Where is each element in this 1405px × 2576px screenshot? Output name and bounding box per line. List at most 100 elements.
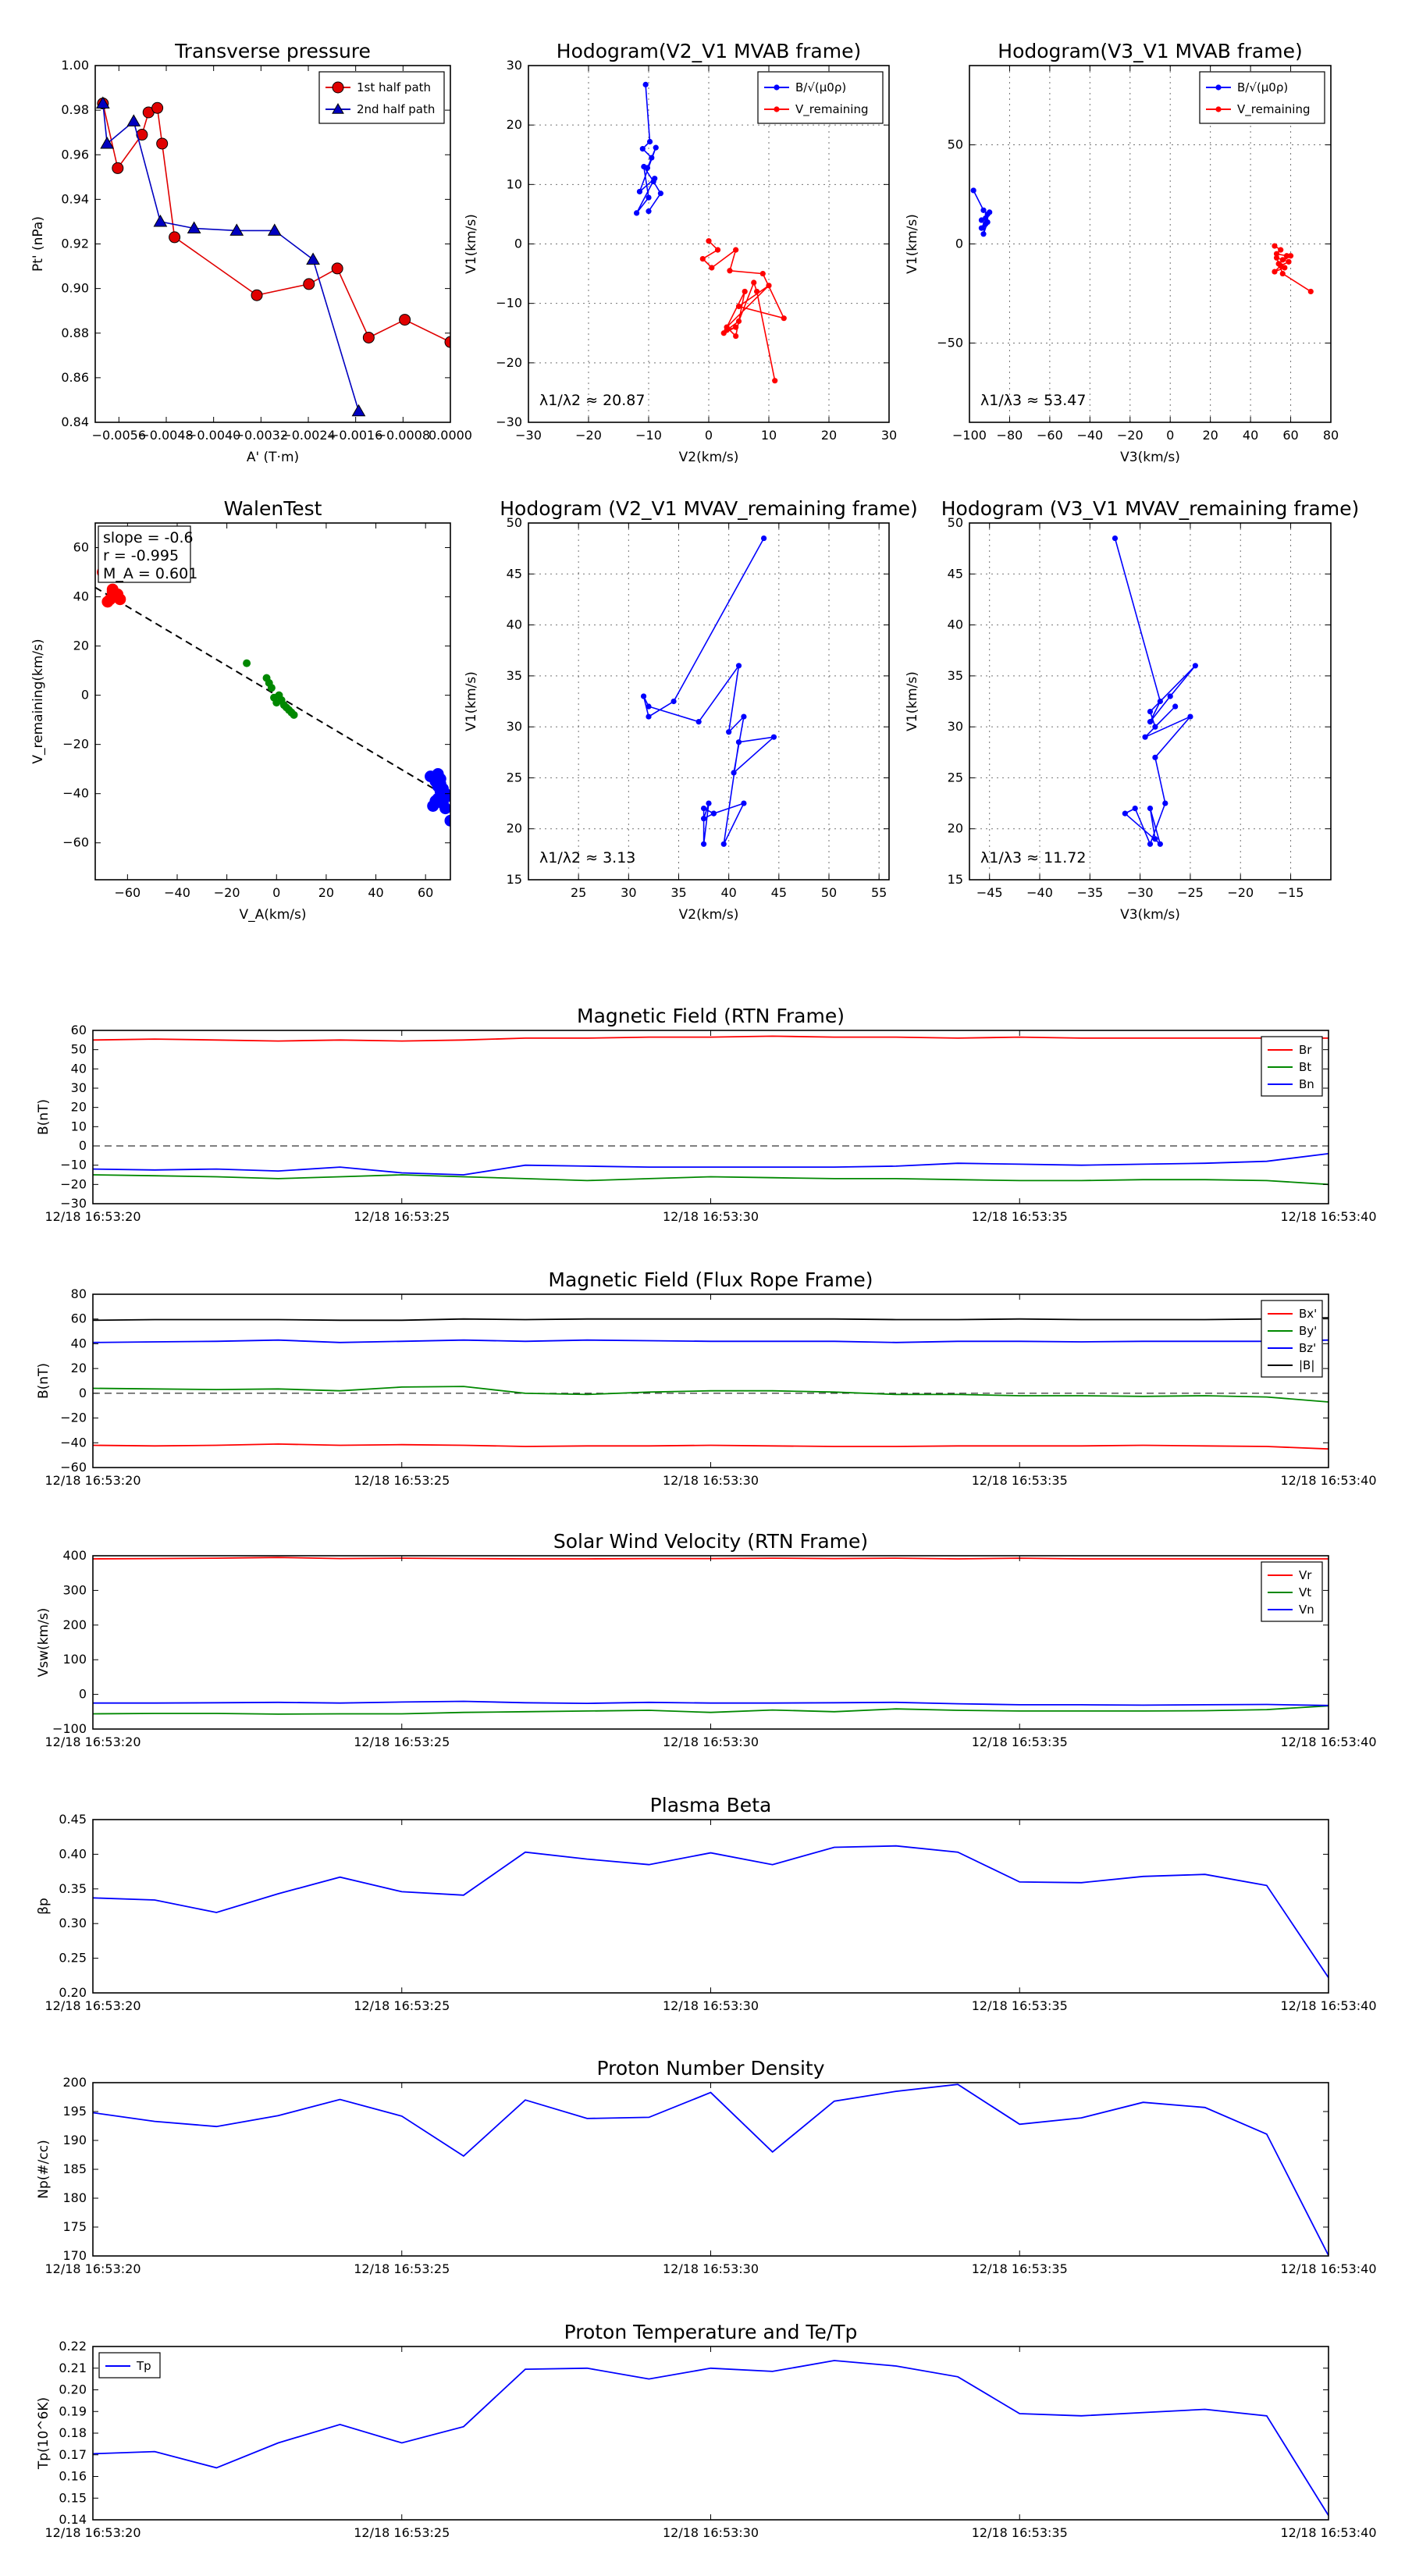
y-tick-label: 400 [62, 1548, 87, 1563]
x-tick-label: 12/18 16:53:35 [972, 1998, 1068, 2013]
legend-label: B/√(μ0ρ) [795, 80, 846, 94]
y-tick-label: 0 [79, 1687, 87, 1702]
y-tick-label: 0 [81, 688, 89, 703]
y-tick-label: 175 [62, 2219, 87, 2234]
chart-title: Hodogram(V2_V1 MVAB frame) [557, 40, 861, 62]
series-line-Vn [93, 1700, 1329, 1706]
data-point [657, 190, 664, 197]
data-point [742, 288, 748, 295]
legend-label: Vn [1299, 1603, 1314, 1617]
x-tick-label: 12/18 16:53:20 [44, 2525, 140, 2540]
y-axis-label: V1(km/s) [464, 671, 479, 731]
data-point [1278, 262, 1284, 269]
x-axis-label: A' (T·m) [247, 450, 299, 465]
chart-hodo_v3v1: −100 −80 −60 −40 −20 0 20 40 60 80 −50 0 50 Hodogram(… [905, 40, 1339, 465]
data-point [726, 729, 732, 735]
data-point [106, 585, 119, 598]
data-point [642, 81, 649, 87]
x-tick-label: −30 [515, 428, 542, 443]
x-tick-label: 35 [670, 885, 686, 900]
legend: Vr Vt Vn [1261, 1561, 1323, 1622]
y-tick-label: 0.92 [61, 237, 89, 251]
data-point [267, 223, 282, 236]
x-tick-label: −60 [1037, 428, 1063, 443]
y-tick-label: −40 [60, 1435, 87, 1450]
data-point [1147, 708, 1154, 715]
y-tick-label: 190 [62, 2133, 87, 2147]
chart-title: WalenTest [224, 497, 322, 520]
y-tick-label: 35 [507, 668, 522, 683]
y-tick-label: 40 [507, 617, 522, 632]
data-point [714, 247, 721, 253]
y-tick-label: 0.22 [59, 2339, 87, 2354]
y-tick-label: 20 [948, 821, 963, 836]
y-axis-label: V1(km/s) [464, 214, 479, 274]
data-point [442, 790, 450, 802]
data-point [362, 331, 375, 343]
y-tick-label: 40 [71, 1336, 87, 1350]
data-point [1167, 693, 1173, 699]
data-point [759, 270, 766, 277]
legend-marker [1215, 84, 1222, 91]
x-tick-label: 12/18 16:53:40 [1280, 2261, 1376, 2276]
x-tick-label: 60 [418, 885, 433, 900]
data-point [153, 214, 168, 227]
chart-title: Hodogram (V2_V1 MVAV_remaining frame) [500, 497, 918, 520]
data-point [1112, 535, 1119, 542]
y-tick-label: 0.20 [59, 2382, 87, 2397]
chart-title: Hodogram(V3_V1 MVAB frame) [998, 40, 1302, 62]
chart-title: Hodogram (V3_V1 MVAV_remaining frame) [941, 497, 1360, 520]
y-tick-label: 60 [73, 540, 89, 555]
stats-box [98, 525, 191, 583]
eigen-ratio-label: λ1/λ2 ≈ 3.13 [539, 849, 635, 866]
chart-title: Proton Number Density [597, 2057, 825, 2080]
y-tick-label: 0 [955, 237, 963, 251]
y-tick-label: 30 [71, 1080, 87, 1095]
x-tick-label: −10 [635, 428, 662, 443]
y-axis-label: Vsw(km/s) [36, 1608, 52, 1678]
y-tick-label: 30 [507, 58, 522, 73]
data-point [636, 188, 643, 195]
data-point [1157, 841, 1163, 847]
y-tick-label: 0 [514, 237, 522, 251]
data-point [735, 303, 742, 310]
plot-area [93, 1294, 1329, 1468]
data-point [1287, 253, 1294, 259]
data-point [980, 207, 987, 213]
data-point [709, 265, 715, 271]
data-point [1152, 754, 1158, 760]
data-point [634, 210, 640, 216]
data-point [290, 710, 298, 719]
y-tick-label: 0.96 [61, 147, 89, 162]
data-point [434, 773, 446, 785]
y-tick-label: −20 [60, 1411, 87, 1425]
x-tick-label: 12/18 16:53:40 [1280, 1209, 1376, 1224]
data-point [639, 146, 646, 152]
y-tick-label: 20 [71, 1361, 87, 1375]
data-point [970, 187, 976, 194]
x-tick-label: 12/18 16:53:30 [663, 2261, 759, 2276]
chart-beta: 12/18 16:53:20 12/18 16:53:25 12/18 16:53:… [36, 1794, 1377, 2013]
x-tick-label: 45 [771, 885, 787, 900]
legend: B/√(μ0ρ) V_remaining [757, 71, 884, 124]
x-tick-label: 12/18 16:53:40 [1280, 1735, 1376, 1749]
x-tick-label: 60 [1282, 428, 1298, 443]
eigen-ratio-label: λ1/λ2 ≈ 20.87 [539, 392, 645, 409]
x-tick-label: 10 [761, 428, 777, 443]
data-point [95, 96, 110, 109]
data-point [112, 162, 124, 174]
data-point [187, 221, 201, 234]
data-point [733, 333, 739, 340]
x-tick-label: 20 [821, 428, 837, 443]
legend-marker [332, 81, 344, 94]
data-point [1279, 257, 1286, 263]
data-point [735, 739, 742, 745]
series-line-Bn [93, 1153, 1329, 1176]
chart-title: Solar Wind Velocity (RTN Frame) [553, 1530, 868, 1553]
legend-marker [774, 84, 780, 91]
x-tick-label: 12/18 16:53:20 [44, 2261, 140, 2276]
data-point [1147, 719, 1154, 725]
y-tick-label: 0.84 [61, 415, 89, 429]
series-line-By' [93, 1386, 1329, 1403]
y-tick-label: 80 [71, 1286, 87, 1301]
